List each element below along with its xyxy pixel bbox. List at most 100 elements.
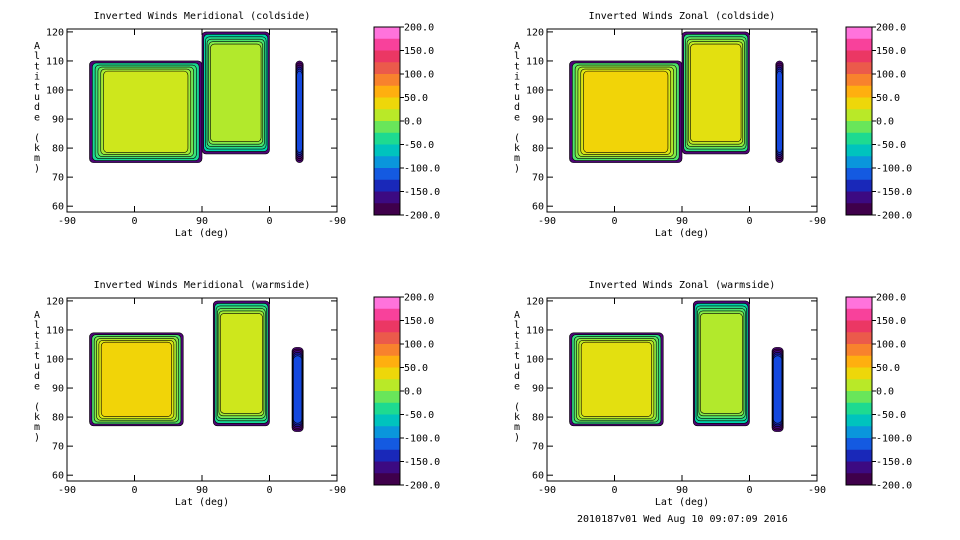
x-tick-label: -90: [538, 216, 556, 227]
y-tick-label: 80: [532, 413, 544, 424]
x-tick-label: 0: [266, 216, 272, 227]
x-tick-label: -90: [328, 485, 346, 496]
contour-band: [219, 313, 263, 414]
colorbar-label: 150.0: [876, 46, 906, 57]
contour-region: [201, 31, 270, 155]
y-axis-label-char: l: [514, 51, 520, 62]
colorbar-label: 50.0: [876, 93, 900, 104]
colorbar-block: [374, 168, 400, 181]
contour-band: [100, 341, 172, 417]
colorbar-block: [374, 85, 400, 98]
colorbar-block: [374, 438, 400, 451]
colorbar-block: [374, 391, 400, 404]
colorbar-block: [846, 62, 872, 75]
colorbar-block: [374, 156, 400, 169]
y-tick-label: 90: [52, 115, 64, 126]
colorbar-block: [846, 38, 872, 51]
x-axis-label: Lat (deg): [655, 228, 709, 239]
colorbar-block: [374, 74, 400, 87]
y-tick-label: 100: [46, 355, 64, 366]
x-tick-label: 0: [266, 485, 272, 496]
colorbar-block: [846, 168, 872, 181]
contour-band: [690, 43, 742, 143]
contour-region: [89, 60, 203, 163]
colorbar-block: [374, 50, 400, 63]
colorbar-block: [374, 62, 400, 75]
x-tick-label: -90: [538, 485, 556, 496]
colorbar-label: 150.0: [404, 316, 434, 327]
y-axis-label-char: e: [514, 112, 520, 123]
colorbar-label: -150.0: [404, 457, 440, 468]
colorbar-block: [846, 121, 872, 134]
colorbar-block: [846, 426, 872, 439]
y-tick-label: 80: [532, 144, 544, 155]
colorbar-block: [374, 203, 400, 216]
colorbar-label: 200.0: [876, 293, 906, 304]
chart-title: Inverted Winds Meridional (coldside): [94, 11, 311, 22]
y-axis-label-char: A: [34, 41, 40, 52]
colorbar-block: [374, 191, 400, 204]
colorbar-block: [374, 121, 400, 134]
colorbar-block: [374, 27, 400, 40]
y-tick-label: 60: [532, 202, 544, 213]
colorbar-block: [374, 379, 400, 392]
y-axis-label-char: ): [514, 163, 520, 174]
colorbar-label: -100.0: [404, 164, 440, 175]
y-axis-label-char: t: [34, 330, 40, 341]
y-axis-label-char: (: [34, 402, 40, 413]
colorbar-block: [846, 473, 872, 486]
colorbar-block: [846, 449, 872, 462]
x-axis-label: Lat (deg): [175, 497, 229, 508]
colorbar-block: [846, 355, 872, 368]
colorbar-label: -200.0: [876, 211, 912, 222]
colorbar-label: 100.0: [404, 340, 434, 351]
colorbar-block: [846, 344, 872, 357]
y-axis-label-char: A: [514, 310, 520, 321]
y-axis-label-char: t: [514, 82, 520, 93]
colorbar-block: [374, 308, 400, 321]
contour-region: [295, 60, 304, 163]
colorbar-block: [374, 38, 400, 51]
contour-region: [692, 300, 750, 427]
y-axis-label-char: i: [514, 341, 520, 352]
colorbar-label: -150.0: [876, 457, 912, 468]
y-axis-label-char: t: [514, 351, 520, 362]
colorbar-block: [846, 320, 872, 333]
contour-region: [569, 332, 664, 427]
colorbar-label: -50.0: [404, 410, 434, 421]
colorbar-block: [374, 402, 400, 415]
colorbar-block: [374, 297, 400, 310]
colorbar-label: 50.0: [404, 93, 428, 104]
y-tick-label: 80: [52, 413, 64, 424]
y-tick-label: 80: [52, 144, 64, 155]
y-axis-label-char: e: [34, 381, 40, 392]
colorbar-label: 0.0: [404, 387, 422, 398]
x-tick-label: 0: [746, 216, 752, 227]
colorbar: 200.0 150.0 100.0 50.0 0.0 -50.0 -100.0 -150.0 -…: [373, 293, 440, 492]
x-tick-label: 0: [611, 485, 617, 496]
colorbar-block: [846, 332, 872, 345]
y-tick-label: 110: [46, 56, 64, 67]
y-axis-label-char: ): [34, 432, 40, 443]
colorbar-label: -150.0: [404, 187, 440, 198]
x-tick-label: 90: [196, 485, 208, 496]
y-axis-label-char: d: [514, 102, 520, 113]
colorbar-block: [846, 191, 872, 204]
contour-region: [569, 60, 683, 163]
y-tick-label: 90: [532, 115, 544, 126]
x-tick-label: 0: [131, 216, 137, 227]
colorbar-label: 0.0: [876, 387, 894, 398]
colorbar-block: [846, 74, 872, 87]
y-axis-label-char: k: [34, 143, 40, 154]
y-axis-label-char: m: [514, 422, 520, 433]
colorbar-block: [846, 27, 872, 40]
contour-band: [293, 355, 303, 424]
y-tick-label: 90: [52, 384, 64, 395]
contour-band: [580, 341, 652, 417]
x-tick-label: -90: [808, 216, 826, 227]
x-tick-label: -90: [58, 216, 76, 227]
colorbar: 200.0 150.0 100.0 50.0 0.0 -50.0 -100.0 -150.0 -…: [845, 23, 912, 222]
colorbar-block: [374, 355, 400, 368]
y-tick-label: 110: [526, 325, 544, 336]
